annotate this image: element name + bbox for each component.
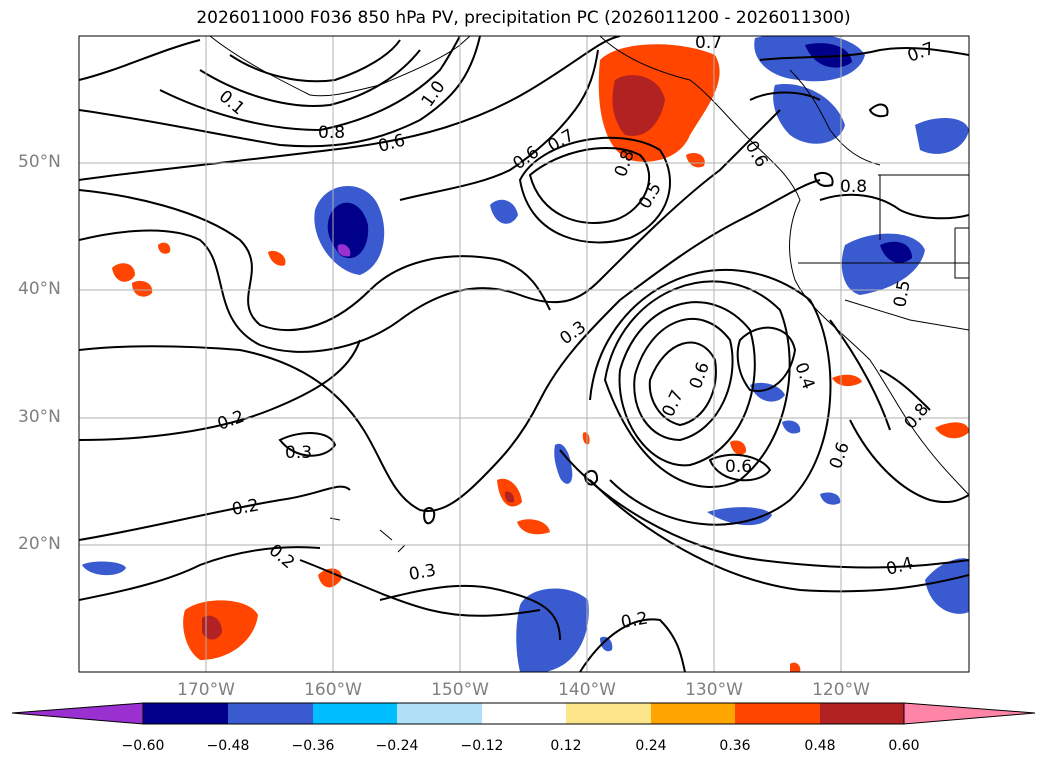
colorbar-bin — [228, 703, 313, 724]
colorbar — [11, 702, 1036, 725]
colorbar-tick-label: −0.48 — [206, 738, 250, 754]
precip-blob-small-red — [112, 153, 705, 297]
colorbar-bin — [566, 703, 651, 724]
contour-label: 1.0 — [418, 77, 450, 111]
colorbar-tick-label: 0.60 — [888, 738, 920, 754]
colorbar-min-arrow — [11, 702, 144, 725]
contour-label: 0.6 — [741, 138, 772, 171]
precip-blob-subtropical — [82, 382, 969, 672]
contour-label: 0.6 — [725, 457, 752, 477]
lon-label: 130°W — [685, 680, 743, 700]
contour-label: 0.2 — [215, 407, 247, 435]
contour-label: 0.4 — [884, 554, 915, 580]
contour-label: 0.5 — [635, 179, 666, 212]
contour-label: 0.2 — [230, 496, 260, 520]
colorbar-tick-label: 0.12 — [550, 738, 582, 754]
colorbar-bin — [143, 703, 228, 724]
colorbar-tick-label: −0.24 — [375, 738, 419, 754]
map-frame — [78, 35, 970, 673]
precip-blob-west-coast — [832, 233, 969, 439]
contour-label: 0.2 — [619, 609, 649, 633]
colorbar-tick-label: −0.60 — [121, 738, 165, 754]
contour-label: 0.7 — [695, 33, 722, 53]
contour-label: 0.8 — [840, 177, 867, 197]
colorbar-tick-label: 0.24 — [635, 738, 667, 754]
contour-label: 0.4 — [790, 360, 818, 392]
lon-label: 170°W — [177, 680, 235, 700]
colorbar-bin — [820, 703, 904, 724]
colorbar-bin — [313, 703, 397, 724]
graticule — [79, 36, 969, 672]
precip-blob-central-pacific — [314, 186, 518, 275]
colorbar-max-arrow — [903, 702, 1036, 725]
precip-blob-north-blue — [754, 36, 969, 154]
lon-label: 150°W — [431, 680, 489, 700]
colorbar-bin — [482, 703, 566, 724]
colorbar-tick-label: 0.36 — [719, 738, 751, 754]
contour-label: 0.3 — [556, 317, 590, 349]
lon-label: 120°W — [812, 680, 870, 700]
lat-label: 50°N — [18, 152, 61, 172]
precip-blob-gulf-alaska — [598, 44, 720, 162]
lat-label: 20°N — [18, 534, 61, 554]
contour-label: 0.6 — [686, 359, 714, 391]
lon-label: 140°W — [558, 680, 616, 700]
colorbar-tick-label: −0.12 — [460, 738, 504, 754]
colorbar-bin — [735, 703, 820, 724]
colorbar-tick-label: 0.48 — [804, 738, 836, 754]
pv-contours — [79, 36, 969, 672]
coastlines — [209, 36, 969, 553]
colorbar-tick-label: −0.36 — [291, 738, 335, 754]
map-title: 2026011000 F036 850 hPa PV, precipitatio… — [196, 8, 851, 28]
contour-label: 0.6 — [376, 131, 407, 157]
contour-label: 0.8 — [901, 400, 934, 434]
colorbar-bin — [397, 703, 482, 724]
contour-label: 0.5 — [890, 279, 914, 309]
contour-label: 0.8 — [318, 123, 345, 143]
contour-label: 0.7 — [905, 39, 937, 67]
contour-label: 0.3 — [285, 443, 312, 463]
lat-label: 40°N — [18, 279, 61, 299]
colorbar-bin — [651, 703, 735, 724]
contour-label: 0.6 — [826, 439, 854, 471]
lat-label: 30°N — [18, 407, 61, 427]
lon-label: 160°W — [304, 680, 362, 700]
contour-label: 0.3 — [407, 561, 437, 585]
